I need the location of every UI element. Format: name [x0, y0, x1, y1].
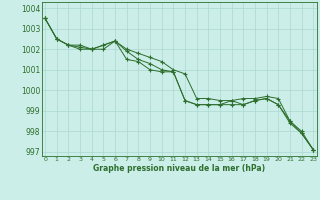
- X-axis label: Graphe pression niveau de la mer (hPa): Graphe pression niveau de la mer (hPa): [93, 164, 265, 173]
